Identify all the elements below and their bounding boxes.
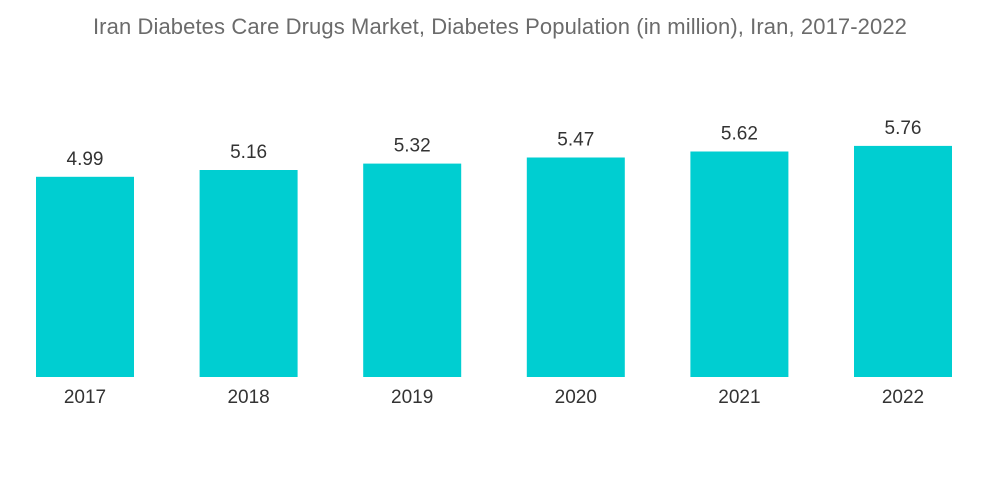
x-tick-label-2019: 2019: [391, 387, 433, 408]
data-label-2019: 5.32: [394, 136, 431, 157]
bar-2020: [526, 157, 625, 377]
data-label-2020: 5.47: [557, 130, 594, 151]
data-label-2017: 4.99: [67, 149, 104, 170]
x-tick-label-2017: 2017: [64, 387, 106, 408]
bars-group: [36, 145, 952, 377]
x-tick-label-2022: 2022: [882, 387, 924, 408]
data-labels-group: 4.99 5.16 5.32 5.47 5.62 5.76: [67, 118, 922, 170]
data-label-2018: 5.16: [230, 142, 267, 163]
x-axis-ticks: 2017 2018 2019 2020 2021 2022: [64, 387, 924, 408]
bar-2017: [36, 176, 134, 377]
data-label-2022: 5.76: [885, 118, 922, 139]
chart-title: Iran Diabetes Care Drugs Market, Diabete…: [92, 14, 908, 39]
bar-2021: [690, 151, 789, 377]
data-label-2021: 5.62: [721, 124, 758, 145]
bar-2018: [199, 170, 298, 377]
bar-2019: [363, 163, 462, 377]
x-tick-label-2018: 2018: [227, 387, 269, 408]
x-tick-label-2021: 2021: [718, 387, 760, 408]
bar-2022: [854, 145, 952, 377]
x-tick-label-2020: 2020: [555, 387, 597, 408]
